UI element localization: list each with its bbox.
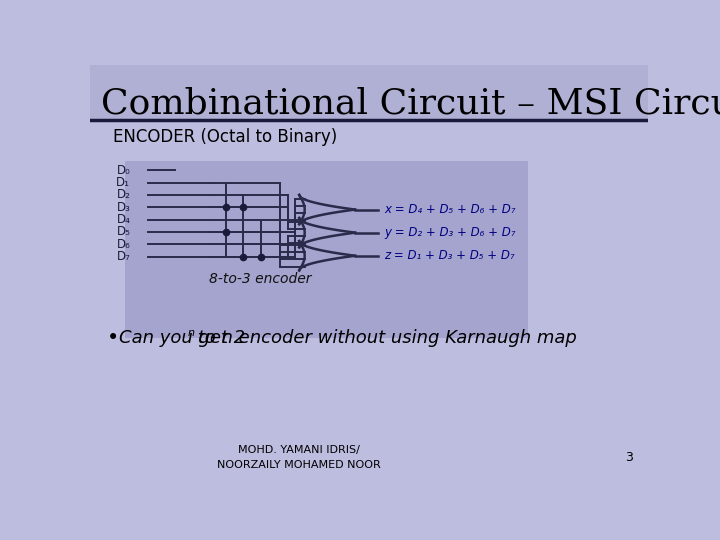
- Text: z = D₁ + D₃ + D₅ + D₇: z = D₁ + D₃ + D₅ + D₇: [384, 249, 515, 262]
- Text: D₇: D₇: [117, 250, 130, 263]
- Text: MOHD. YAMANI IDRIS/
NOORZAILY MOHAMED NOOR: MOHD. YAMANI IDRIS/ NOORZAILY MOHAMED NO…: [217, 446, 381, 469]
- Text: D₃: D₃: [117, 201, 130, 214]
- Text: 3: 3: [625, 451, 633, 464]
- Text: D₂: D₂: [117, 188, 130, 201]
- Text: 8-to-3 encoder: 8-to-3 encoder: [210, 272, 312, 286]
- Text: x = D₄ + D₅ + D₆ + D₇: x = D₄ + D₅ + D₆ + D₇: [384, 203, 516, 216]
- Text: D₅: D₅: [117, 225, 130, 238]
- Text: Combinational Circuit – MSI Circuit: Combinational Circuit – MSI Circuit: [101, 86, 720, 120]
- Text: y = D₂ + D₃ + D₆ + D₇: y = D₂ + D₃ + D₆ + D₇: [384, 226, 516, 239]
- Text: to n encoder without using Karnaugh map: to n encoder without using Karnaugh map: [192, 329, 577, 347]
- Text: D₆: D₆: [117, 238, 130, 251]
- Text: ENCODER (Octal to Binary): ENCODER (Octal to Binary): [113, 128, 338, 146]
- FancyBboxPatch shape: [90, 65, 648, 120]
- Text: Can you get 2: Can you get 2: [120, 329, 246, 347]
- Text: n: n: [188, 328, 194, 338]
- Text: •: •: [107, 328, 120, 348]
- FancyBboxPatch shape: [125, 161, 528, 338]
- Text: D₄: D₄: [117, 213, 130, 226]
- Text: D₁: D₁: [117, 176, 130, 189]
- Text: D₀: D₀: [117, 164, 130, 177]
